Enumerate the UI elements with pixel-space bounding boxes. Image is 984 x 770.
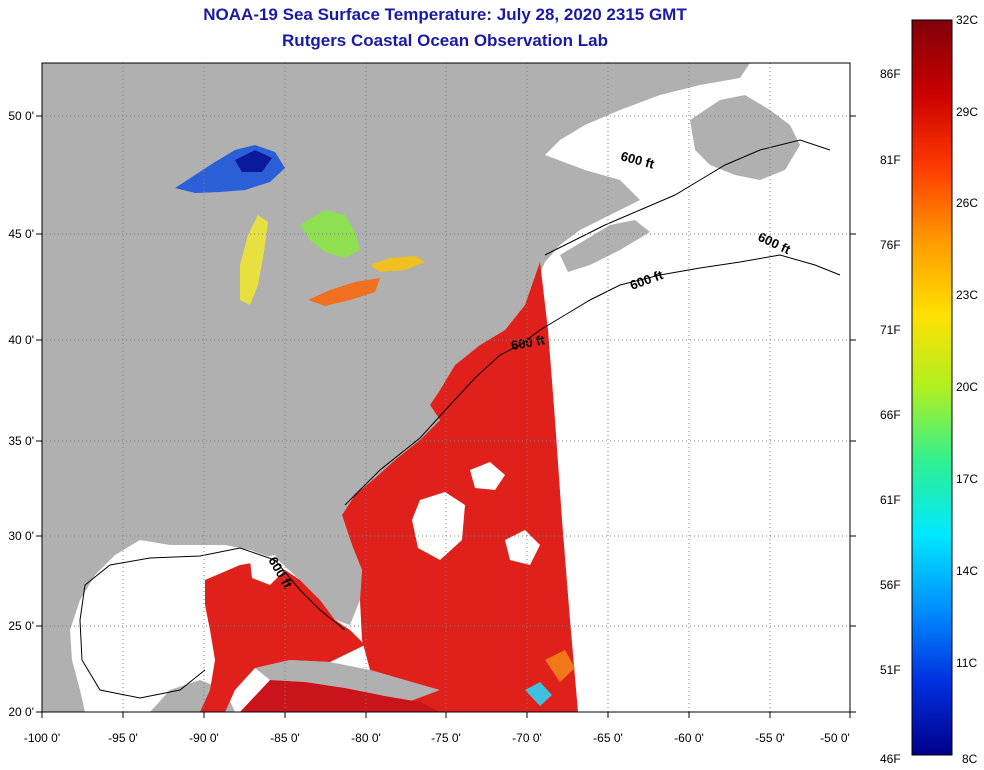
lat-label: 30 0' xyxy=(8,529,34,543)
colorbar-celsius-label: 23C xyxy=(956,288,978,302)
lon-label: -50 0' xyxy=(820,731,850,745)
lake-erie xyxy=(308,278,380,306)
warm-sst-patch xyxy=(545,650,575,682)
colorbar-celsius-label: 29C xyxy=(956,105,978,119)
contour-label: 600 ft xyxy=(510,332,547,353)
cool-upwelling-patch xyxy=(525,682,552,706)
caribbean-sst-field xyxy=(240,680,440,712)
lat-label: 35 0' xyxy=(8,434,34,448)
lon-label: -75 0' xyxy=(431,731,461,745)
lon-label: -90 0' xyxy=(189,731,219,745)
lat-label: 40 0' xyxy=(8,333,34,347)
lake-ontario xyxy=(370,256,425,272)
colorbar-celsius-label: 17C xyxy=(956,472,978,486)
cloud-patch xyxy=(470,462,505,490)
colorbar-fahrenheit-label: 76F xyxy=(880,238,901,252)
colorbar-fahrenheit-label: 46F xyxy=(880,752,901,766)
lon-label: -70 0' xyxy=(512,731,542,745)
colorbar-fahrenheit-label: 56F xyxy=(880,578,901,592)
lat-label: 50 0' xyxy=(8,109,34,123)
colorbar-celsius-label: 11C xyxy=(956,656,977,670)
lon-label: -95 0' xyxy=(108,731,138,745)
lake-superior-cold xyxy=(235,150,272,172)
cloud-patch xyxy=(505,530,540,565)
colorbar-fahrenheit-label: 66F xyxy=(880,408,901,422)
lon-label: -55 0' xyxy=(755,731,785,745)
cuba-land xyxy=(255,660,470,705)
lon-label: -100 0' xyxy=(24,731,60,745)
lon-label: -85 0' xyxy=(270,731,300,745)
colorbar xyxy=(911,19,953,756)
lat-label: 25 0' xyxy=(8,619,34,633)
colorbar-celsius-label: 14C xyxy=(956,564,978,578)
lat-label: 20 0' xyxy=(8,705,34,719)
nova-scotia-land xyxy=(560,220,650,272)
map-grid xyxy=(42,63,850,712)
colorbar-celsius-label: 26C xyxy=(956,196,978,210)
colorbar-fahrenheit-label: 71F xyxy=(880,323,901,337)
lake-michigan xyxy=(240,215,268,305)
atlantic-sst-field xyxy=(342,262,578,712)
gulf-sst-field xyxy=(200,560,365,712)
lon-label: -80 0' xyxy=(351,731,381,745)
latitude-ticks xyxy=(36,115,856,713)
map-subtitle: Rutgers Coastal Ocean Observation Lab xyxy=(282,31,608,50)
colorbar-fahrenheit-label: 86F xyxy=(880,67,901,81)
colorbar-celsius-label: 8C xyxy=(962,752,978,766)
cloud-patch xyxy=(250,555,285,585)
lon-label: -60 0' xyxy=(674,731,704,745)
newfoundland-land xyxy=(690,95,800,180)
colorbar-celsius-label: 32C xyxy=(956,13,978,27)
lon-label: -65 0' xyxy=(593,731,623,745)
colorbar-fahrenheit-label: 81F xyxy=(880,153,901,167)
longitude-ticks xyxy=(41,712,851,718)
land-mass xyxy=(42,63,750,712)
colorbar-fahrenheit-label: 51F xyxy=(880,663,901,677)
cloud-patch xyxy=(412,492,465,560)
lat-label: 45 0' xyxy=(8,227,34,241)
colorbar-fahrenheit-label: 61F xyxy=(880,493,901,507)
map-title: NOAA-19 Sea Surface Temperature: July 28… xyxy=(203,5,687,24)
colorbar-celsius-label: 20C xyxy=(956,380,978,394)
contour-600ft xyxy=(79,139,841,699)
